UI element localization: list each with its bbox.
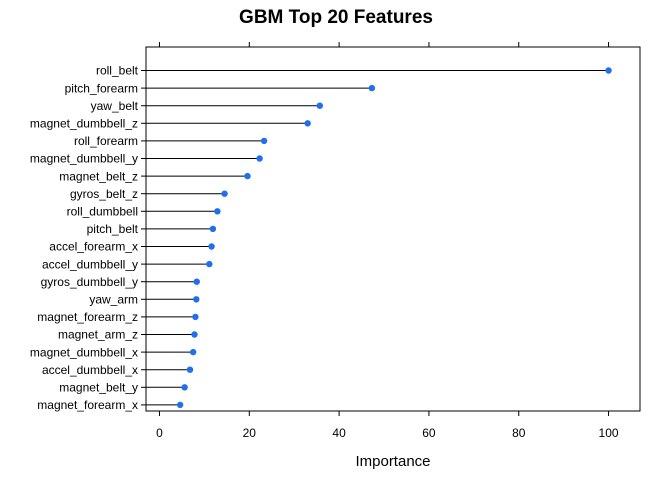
feature-label: accel_dumbbell_y [42,257,138,271]
feature-label: magnet_forearm_z [37,310,138,324]
importance-point [304,120,311,127]
feature-label: roll_belt [96,64,139,78]
importance-point [221,190,228,197]
importance-point [189,348,197,356]
importance-point [316,102,323,109]
importance-point [209,225,217,233]
feature-label: accel_forearm_x [49,240,138,254]
x-tick-label: 0 [156,426,163,440]
feature-label: roll_dumbbell [67,205,138,219]
feature-label: pitch_belt [87,222,139,236]
chart-title: GBM Top 20 Features [239,7,433,28]
importance-point [191,331,198,338]
x-tick-label: 40 [332,426,346,440]
importance-point [193,296,200,303]
feature-label: magnet_dumbbell_x [30,345,138,359]
x-axis-label: Importance [355,453,430,470]
importance-point [214,208,221,215]
importance-point [181,384,188,391]
feature-labels: roll_belt pitch_forearm yaw_belt magnet_dum… [30,64,139,412]
importance-point [176,401,184,409]
x-tick-labels: 0 20 40 60 80 100 [156,426,619,440]
importance-point [193,278,200,285]
importance-stems [146,70,609,406]
feature-label: magnet_belt_z [59,169,138,183]
x-tick-label: 80 [512,426,526,440]
x-tick-label: 20 [243,426,257,440]
importance-point [605,67,612,74]
feature-label: yaw_arm [89,293,138,307]
feature-label: gyros_dumbbell_y [41,275,138,289]
importance-points [176,67,612,409]
feature-label: magnet_belt_y [59,381,138,395]
feature-label: magnet_arm_z [58,328,138,342]
feature-label: magnet_dumbbell_z [30,117,138,131]
top-axis-ticks [158,42,610,47]
feature-label: pitch_forearm [65,81,138,95]
plot-frame [145,46,641,412]
feature-label: magnet_forearm_x [37,398,138,412]
importance-point [186,366,194,373]
bottom-axis-ticks [158,411,610,416]
importance-point [192,313,199,321]
importance-point [256,155,263,162]
importance-point [208,243,215,250]
feature-label: gyros_belt_z [70,187,138,201]
importance-point [206,260,213,268]
feature-label: magnet_dumbbell_y [30,152,138,166]
importance-point [368,84,376,92]
feature-label: roll_forearm [74,134,138,148]
x-tick-label: 60 [422,426,436,440]
x-tick-label: 100 [599,426,619,440]
feature-ticks [141,70,146,406]
feature-label: accel_dumbbell_x [42,363,138,377]
feature-label: yaw_belt [91,99,139,113]
importance-point [244,172,251,180]
importance-point [260,137,268,145]
